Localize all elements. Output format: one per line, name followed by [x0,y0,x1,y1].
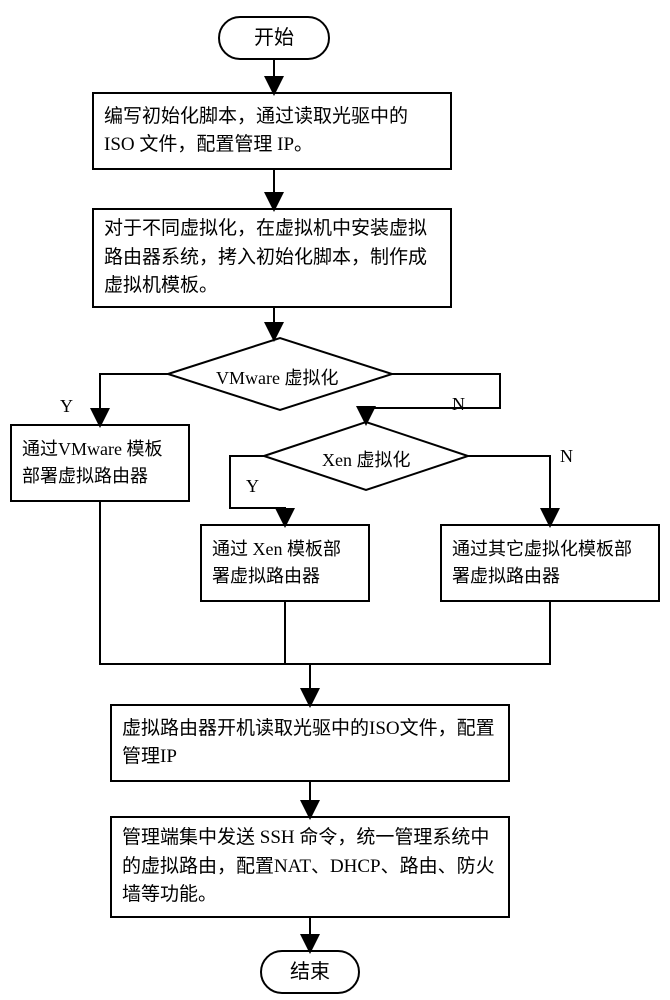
flow-step-other-deploy-label: 通过其它虚拟化模板部署虚拟路由器 [452,536,648,590]
flow-step-vmware-deploy-label: 通过VMware 模板部署虚拟路由器 [22,436,178,490]
flow-start-label: 开始 [254,23,294,53]
flow-step-other-deploy: 通过其它虚拟化模板部署虚拟路由器 [440,524,660,602]
edge-label-xen-n: N [560,446,573,467]
flow-step-read-iso: 虚拟路由器开机读取光驱中的ISO文件，配置管理IP [110,704,510,782]
flow-step-make-template-label: 对于不同虚拟化，在虚拟机中安装虚拟路由器系统，拷入初始化脚本，制作成虚拟机模板。 [104,215,440,301]
flow-step-manage-label: 管理端集中发送 SSH 命令，统一管理系统中的虚拟路由，配置NAT、DHCP、路… [122,824,498,910]
edge-label-vmware-n: N [452,394,465,415]
flow-step-init-script: 编写初始化脚本，通过读取光驱中的 ISO 文件，配置管理 IP。 [92,92,452,170]
edge-label-xen-y: Y [246,476,259,497]
flow-step-vmware-deploy: 通过VMware 模板部署虚拟路由器 [10,424,190,502]
flow-end-label: 结束 [290,957,330,987]
flow-step-xen-deploy: 通过 Xen 模板部署虚拟路由器 [200,524,370,602]
flow-step-make-template: 对于不同虚拟化，在虚拟机中安装虚拟路由器系统，拷入初始化脚本，制作成虚拟机模板。 [92,208,452,308]
edge-label-vmware-y: Y [60,396,73,417]
flow-end: 结束 [260,950,360,994]
flow-step-xen-deploy-label: 通过 Xen 模板部署虚拟路由器 [212,536,358,590]
flow-start: 开始 [218,16,330,60]
flow-decision-vmware-label: VMware 虚拟化 [216,364,338,390]
flow-decision-xen-label: Xen 虚拟化 [322,446,411,472]
flow-step-init-script-label: 编写初始化脚本，通过读取光驱中的 ISO 文件，配置管理 IP。 [104,103,440,160]
flow-step-read-iso-label: 虚拟路由器开机读取光驱中的ISO文件，配置管理IP [122,715,498,772]
flow-step-manage: 管理端集中发送 SSH 命令，统一管理系统中的虚拟路由，配置NAT、DHCP、路… [110,816,510,918]
